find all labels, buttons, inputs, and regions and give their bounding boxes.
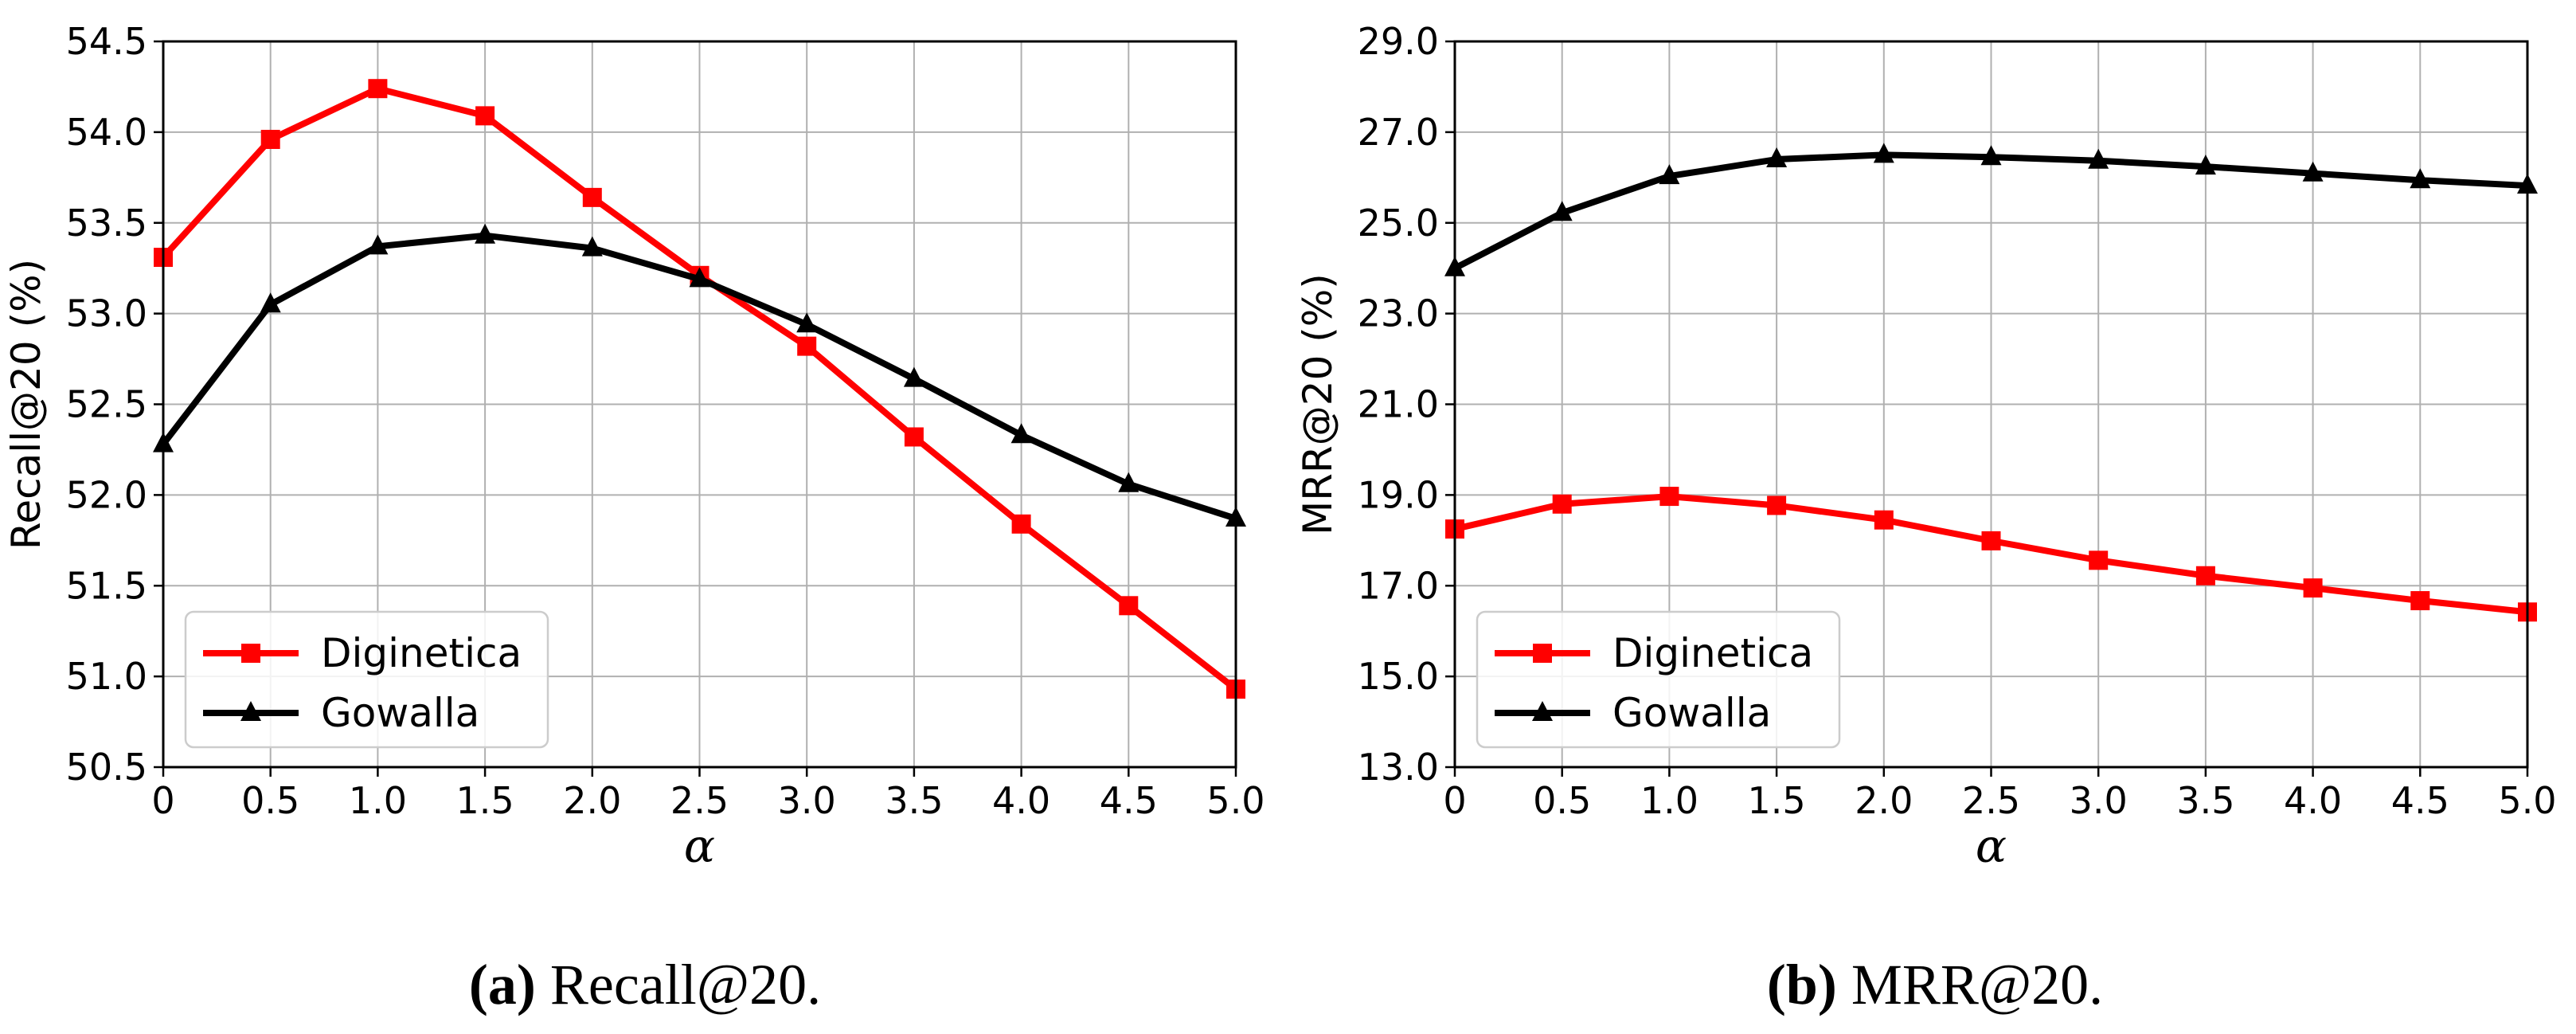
point-diginetica (1552, 494, 1572, 514)
y-tick-label: 29.0 (1358, 20, 1439, 63)
point-gowalla (1118, 472, 1139, 492)
caption-b-text: MRR@20. (1851, 953, 2104, 1016)
point-diginetica (2089, 550, 2109, 570)
recall-chart: 0 0.5 1.0 1.5 2.0 2.5 3.0 3.5 4.0 4.5 5.0 50.5 51.0 5… (3, 20, 1265, 873)
x-tick-label: 3.5 (2176, 779, 2234, 822)
x-tick-label: 2.0 (563, 779, 621, 822)
legend-label-diginetica: Diginetica (1612, 630, 1813, 676)
y-tick-label: 51.0 (66, 655, 147, 698)
plot-frame (162, 40, 1237, 769)
legend-marker-gowalla (1532, 701, 1553, 721)
y-tick-label: 53.0 (66, 292, 147, 335)
point-diginetica (2303, 578, 2323, 598)
caption-a: (a) Recall@20. (287, 952, 1003, 1018)
point-gowalla (2195, 155, 2216, 175)
x-tick-label: 5.0 (1206, 779, 1265, 822)
point-gowalla (367, 234, 389, 255)
caption-b-tag: (b) (1766, 953, 1837, 1016)
x-tick-label: 1.0 (349, 779, 407, 822)
x-tick-label: 0 (1443, 779, 1466, 822)
x-tick-label: 2.0 (1855, 779, 1913, 822)
point-diginetica (1874, 510, 1894, 530)
legend-marker-gowalla (240, 701, 261, 721)
x-tick-label: 1.5 (1748, 779, 1806, 822)
x-tick-label: 1.0 (1640, 779, 1698, 822)
y-axis-label: MRR@20 (%) (1295, 273, 1341, 535)
y-tick-label: 19.0 (1358, 473, 1439, 516)
point-diginetica (1011, 514, 1031, 534)
caption-a-tag: (a) (468, 953, 536, 1016)
x-tick-label: 4.5 (1100, 779, 1158, 822)
x-tick-label: 3.0 (778, 779, 836, 822)
point-diginetica (475, 106, 495, 126)
y-axis-label: Recall@20 (%) (3, 259, 49, 550)
point-diginetica (797, 336, 817, 356)
x-tick-label: 3.0 (2070, 779, 2128, 822)
point-gowalla (689, 267, 710, 288)
y-tick-label: 21.0 (1358, 383, 1439, 426)
plot-frame (1453, 40, 2529, 769)
y-tick-label: 50.5 (66, 746, 147, 789)
x-tick-label: 0.5 (1533, 779, 1591, 822)
y-tick-label: 23.0 (1358, 292, 1439, 335)
point-gowalla (1873, 143, 1894, 163)
y-tick-label: 53.5 (66, 202, 147, 245)
point-gowalla (475, 223, 496, 244)
point-diginetica (582, 187, 602, 207)
point-gowalla (1551, 201, 1573, 221)
x-axis-label: α (1976, 819, 2007, 873)
mrr-chart: 0 0.5 1.0 1.5 2.0 2.5 3.0 3.5 4.0 4.5 5.0 13.0 15.0 1… (1295, 20, 2557, 873)
legend-label-gowalla: Gowalla (321, 690, 479, 736)
x-tick-label: 2.5 (1962, 779, 2020, 822)
y-tick-label: 13.0 (1358, 746, 1439, 789)
point-gowalla (1659, 164, 1680, 185)
x-tick-label: 0.5 (241, 779, 299, 822)
point-diginetica (1659, 487, 1679, 507)
point-diginetica (1119, 596, 1139, 616)
x-tick-label: 0 (151, 779, 174, 822)
point-diginetica (904, 427, 924, 447)
x-tick-label: 3.5 (885, 779, 943, 822)
caption-b: (b) MRR@20. (1585, 952, 2285, 1018)
point-diginetica (260, 129, 280, 149)
point-gowalla (903, 366, 924, 387)
point-gowalla (260, 292, 281, 313)
legend-label-gowalla: Gowalla (1612, 690, 1771, 736)
y-tick-label: 25.0 (1358, 202, 1439, 245)
legend-marker-diginetica (241, 644, 260, 663)
point-gowalla (1766, 147, 1788, 168)
point-gowalla (581, 236, 603, 257)
x-tick-label: 4.5 (2391, 779, 2449, 822)
y-tick-label: 52.5 (66, 383, 147, 426)
x-tick-label: 2.5 (670, 779, 729, 822)
y-tick-label: 52.0 (66, 473, 147, 516)
point-gowalla (1010, 423, 1032, 444)
point-diginetica (2410, 591, 2430, 611)
y-tick-label: 54.5 (66, 20, 147, 63)
y-tick-label: 51.5 (66, 564, 147, 607)
point-diginetica (368, 79, 388, 99)
y-tick-label: 17.0 (1358, 564, 1439, 607)
point-diginetica (2195, 566, 2215, 586)
point-gowalla (1980, 145, 2002, 166)
x-tick-label: 4.0 (2284, 779, 2342, 822)
y-tick-label: 15.0 (1358, 655, 1439, 698)
point-diginetica (1767, 495, 1787, 515)
x-tick-label: 4.0 (992, 779, 1050, 822)
legend-marker-diginetica (1533, 644, 1552, 663)
caption-a-text: Recall@20. (549, 953, 822, 1016)
point-diginetica (1981, 531, 2001, 550)
x-tick-label: 1.5 (456, 779, 514, 822)
point-gowalla (2088, 148, 2109, 169)
point-gowalla (2410, 168, 2431, 189)
legend-label-diginetica: Diginetica (321, 630, 522, 676)
point-gowalla (2302, 161, 2324, 182)
point-gowalla (796, 312, 818, 333)
x-axis-label: α (684, 819, 715, 873)
y-tick-label: 54.0 (66, 111, 147, 154)
x-tick-label: 5.0 (2498, 779, 2556, 822)
y-tick-label: 27.0 (1358, 111, 1439, 154)
